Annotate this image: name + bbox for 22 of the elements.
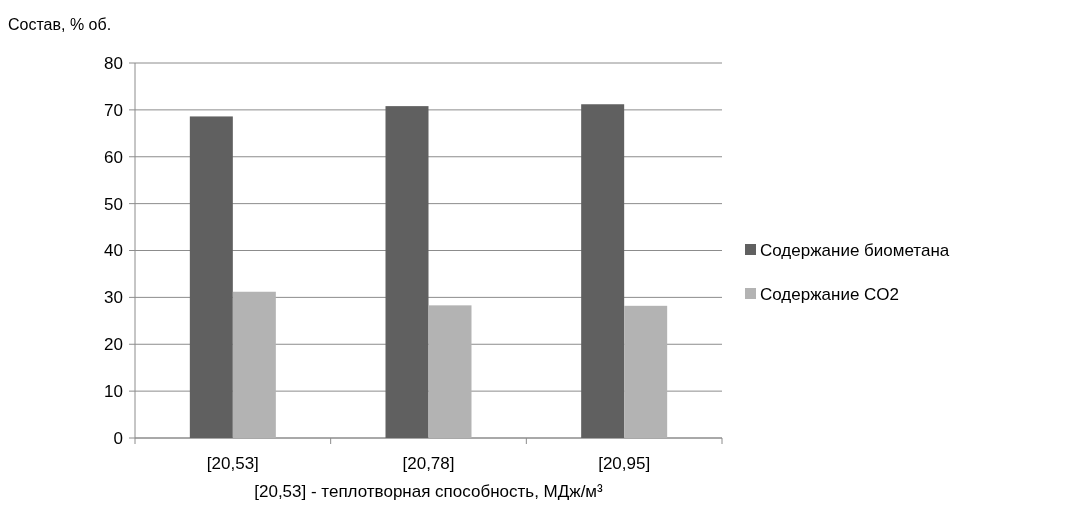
- bar: [189, 116, 233, 438]
- y-tick-label: 70: [104, 100, 123, 120]
- y-tick-label: 50: [104, 194, 123, 214]
- bar: [385, 106, 429, 438]
- x-tick-label: [20,78]: [402, 454, 455, 473]
- bar: [232, 291, 276, 438]
- y-tick-label: 40: [104, 241, 123, 261]
- y-tick-label: 10: [104, 382, 123, 402]
- legend-label: Содержание CO2: [760, 284, 900, 304]
- legend-label: Содержание биометана: [760, 240, 950, 260]
- y-tick-label: 80: [104, 53, 123, 73]
- y-tick-label: 0: [113, 428, 123, 448]
- y-axis-title: Состав, % об.: [8, 16, 112, 33]
- y-tick-label: 30: [104, 288, 123, 308]
- x-tick-label: [20,53]: [206, 454, 259, 473]
- bar: [581, 104, 625, 438]
- x-tick-label: [20,95]: [598, 454, 651, 473]
- bar: [428, 305, 472, 438]
- y-tick-label: 60: [104, 147, 123, 167]
- y-tick-label: 20: [104, 335, 123, 355]
- x-axis-title: [20,53] - теплотворная способность, МДж/м³: [254, 482, 604, 501]
- bar: [624, 305, 668, 438]
